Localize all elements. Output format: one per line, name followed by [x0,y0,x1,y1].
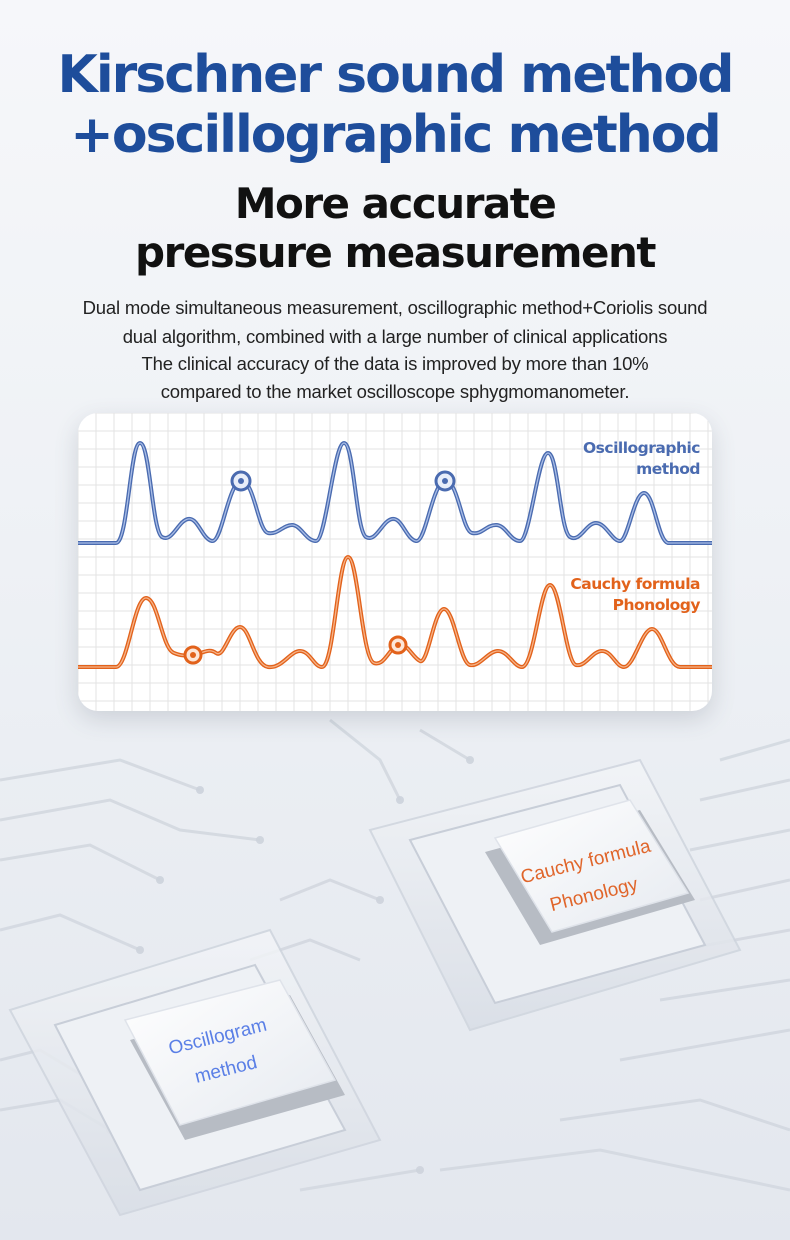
page-subtitle-line-2: pressure measurement [135,228,656,277]
oscillographic-marker-1 [230,470,252,492]
phonology-marker-1 [183,645,203,665]
description-line-4: compared to the market oscilloscope sphy… [160,381,630,402]
oscillographic-legend-line-2: method [636,460,700,478]
description-line-2: dual algorithm, combined with a large nu… [122,326,668,347]
left-chip [8,928,382,1217]
grid-lines [78,413,712,711]
page-title-line-2: +oscillographic method [70,105,722,165]
phonology-legend-line-1: Cauchy formula [570,575,700,593]
waveform-card: Oscillographic method Cauchy formula Pho… [78,413,712,711]
oscillographic-legend-line-1: Oscillographic [582,439,701,457]
oscillographic-legend: Oscillographic method [540,438,701,480]
oscillographic-marker-2 [434,470,456,492]
page-title-line-1: Kirschner sound method [57,45,735,105]
description-line-3: The clinical accuracy of the data is imp… [141,353,649,374]
description-line-1: Dual mode simultaneous measurement, osci… [82,297,708,318]
phonology-legend: Cauchy formula Phonology [540,574,700,616]
phonology-legend-line-2: Phonology [612,596,701,614]
waveform-graph [78,413,712,711]
oscillographic-waveform-highlight [78,442,712,544]
phonology-marker-2 [388,635,408,655]
page-subtitle-line-1: More accurate [234,179,557,228]
right-chip [368,758,742,1032]
